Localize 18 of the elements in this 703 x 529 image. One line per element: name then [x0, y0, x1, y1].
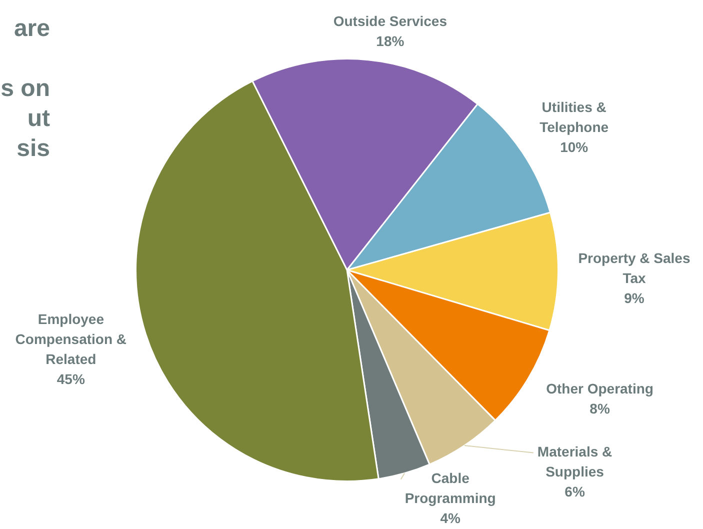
data-label: 4%: [440, 510, 461, 526]
data-label: 6%: [564, 484, 586, 500]
data-label: 9%: [624, 290, 645, 306]
text: ut: [26, 104, 50, 134]
text: sis: [16, 134, 50, 164]
slice-label: Outside Services: [333, 12, 448, 29]
data-label: 45%: [56, 370, 86, 387]
slice-label: Materials & Supplies: [537, 444, 612, 480]
data-label: 18%: [376, 32, 405, 49]
text: are: [12, 14, 50, 44]
slice-label: Employee Compensation & Related: [15, 310, 127, 367]
slice-label: Other Operating: [546, 380, 654, 397]
data-label: 10%: [560, 139, 589, 156]
slice-label: Property & Sales Tax: [578, 250, 690, 286]
data-label: 8%: [590, 400, 610, 417]
slice-label: Cable Programming: [404, 470, 496, 506]
text: s on: [0, 74, 50, 104]
slice-label: Utilities & Telephone: [540, 99, 609, 136]
